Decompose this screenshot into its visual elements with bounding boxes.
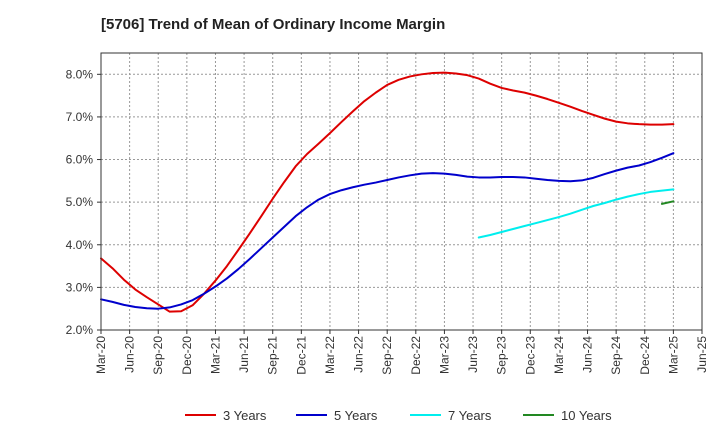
x-tick-label: Jun-21 [237,336,251,373]
x-tick-label: Mar-25 [666,336,680,374]
x-tick-label: Dec-20 [180,336,194,375]
x-tick-label: Sep-21 [266,336,280,375]
x-tick-label: Sep-24 [609,336,623,375]
series-line-3 [477,188,675,239]
series-line-2 [100,152,675,310]
y-tick-label: 2.0% [66,323,94,337]
x-tick-label: Dec-21 [294,336,308,375]
x-tick-label: Mar-24 [552,336,566,374]
y-tick-label: 5.0% [66,195,94,209]
legend-label: 10 Years [561,408,612,423]
legend-label: 7 Years [448,408,492,423]
x-tick-label: Jun-23 [466,336,480,373]
x-tick-label: Jun-20 [123,336,137,373]
chart-title: [5706] Trend of Mean of Ordinary Income … [101,16,446,33]
x-tick-label: Jun-24 [581,336,595,373]
y-tick-label: 6.0% [66,153,94,167]
series-line-4 [660,200,675,205]
x-tick-label: Dec-24 [638,336,652,375]
x-tick-label: Jun-22 [352,336,366,373]
plot-background [101,53,702,330]
plot-border [100,52,703,331]
x-tick-label: Mar-20 [94,336,108,374]
x-tick-label: Sep-23 [495,336,509,375]
y-axis-ticks: 2.0% 3.0% 4.0% 5.0% 6.0% 7.0% 8.0% [66,67,101,337]
legend-label: 5 Years [334,408,378,423]
x-tick-label: Mar-21 [208,336,222,374]
x-axis-ticks: Mar-20 Jun-20 Sep-20 Dec-20 Mar-21 Jun-21 Sep-… [94,330,709,375]
series-line-1 [100,71,675,313]
y-tick-label: 8.0% [66,67,94,81]
x-tick-label: Dec-23 [523,336,537,375]
y-tick-label: 7.0% [66,110,94,124]
y-tick-label: 3.0% [66,280,94,294]
x-tick-label: Dec-22 [409,336,423,375]
legend-label: 3 Years [223,408,267,423]
x-tick-label: Mar-23 [437,336,451,374]
x-tick-label: Sep-20 [151,336,165,375]
x-tick-label: Sep-22 [380,336,394,375]
y-tick-label: 4.0% [66,238,94,252]
x-tick-label: Jun-25 [695,336,709,373]
series-lines [100,71,675,313]
legend: 3 Years 5 Years 7 Years 10 Years [185,408,612,423]
x-tick-label: Mar-22 [323,336,337,374]
